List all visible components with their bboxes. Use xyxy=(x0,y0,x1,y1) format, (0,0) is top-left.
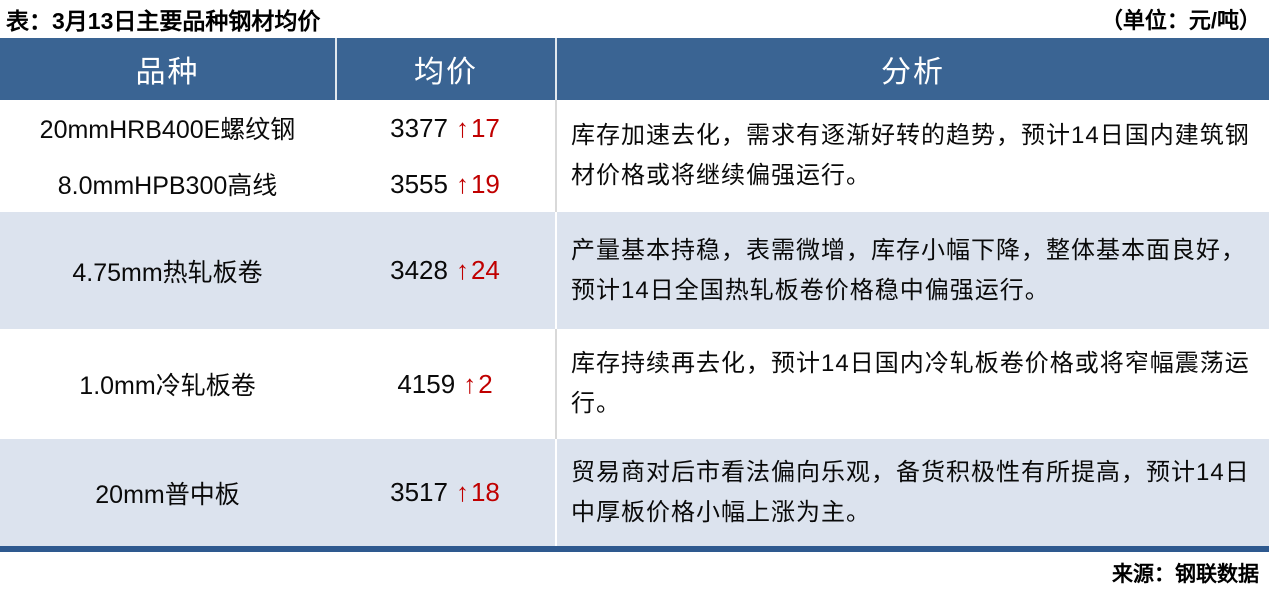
source-bar: 来源：钢联数据 xyxy=(0,552,1269,593)
price-cell: 3377 ↑ 17 3555 ↑ 19 xyxy=(335,100,555,212)
variety-name: 4.75mm热轧板卷 xyxy=(72,258,263,287)
table-bottom-border xyxy=(0,546,1269,552)
header-avg-price: 均价 xyxy=(335,38,555,100)
price-change-value: 2 xyxy=(478,368,493,399)
variety-name: 1.0mm冷轧板卷 xyxy=(79,372,256,400)
variety-name: 8.0mmHPB300高线 xyxy=(57,172,278,200)
price-cell: 4159 ↑ 2 xyxy=(335,329,555,439)
table-header-row: 品种 均价 分析 xyxy=(0,38,1269,100)
up-arrow-icon: ↑ xyxy=(455,255,469,285)
header-analysis: 分析 xyxy=(555,38,1269,100)
analysis-cell: 库存加速去化，需求有逐渐好转的趋势，预计14日国内建筑钢材价格或将继续偏强运行。 xyxy=(555,100,1269,212)
avg-price-value: 3517 xyxy=(390,477,448,507)
price-cell: 3517 ↑ 18 xyxy=(335,439,555,546)
unit-note: （单位：元/吨） xyxy=(1100,8,1261,33)
up-arrow-icon: ↑ xyxy=(455,168,469,199)
table-row-hot-rolled-coil: 4.75mm热轧板卷 3428 ↑ 24 产量基本持稳，表需微增，库存小幅下降，整体… xyxy=(0,212,1269,329)
avg-price-value: 4159 xyxy=(397,368,456,399)
variety-cell: 20mmHRB400E螺纹钢 8.0mmHPB300高线 xyxy=(0,100,335,212)
price-change-value: 19 xyxy=(470,168,500,199)
table-row-group-rebar-wirerod: 20mmHRB400E螺纹钢 8.0mmHPB300高线 3377 ↑ 17 355… xyxy=(0,100,1269,212)
analysis-cell: 产量基本持稳，表需微增，库存小幅下降，整体基本面良好，预计14日全国热轧板卷价格… xyxy=(555,212,1269,329)
up-arrow-icon: ↑ xyxy=(463,368,477,399)
data-source-label: 来源：钢联数据 xyxy=(1112,562,1259,586)
avg-price-value: 3555 xyxy=(390,168,448,199)
price-change-value: 17 xyxy=(470,112,500,143)
up-arrow-icon: ↑ xyxy=(455,477,469,507)
variety-name: 20mm普中板 xyxy=(95,480,240,509)
analysis-cell: 库存持续再去化，预计14日国内冷轧板卷价格或将窄幅震荡运行。 xyxy=(555,329,1269,439)
analysis-cell: 贸易商对后市看法偏向乐观，备货积极性有所提高，预计14日中厚板价格小幅上涨为主。 xyxy=(555,439,1269,546)
table-title: 表：3月13日主要品种钢材均价 xyxy=(6,8,321,34)
price-change-value: 24 xyxy=(470,255,500,285)
caption-bar: 表：3月13日主要品种钢材均价 （单位：元/吨） xyxy=(0,0,1269,38)
up-arrow-icon: ↑ xyxy=(455,112,469,143)
table-row-cold-rolled-coil: 1.0mm冷轧板卷 4159 ↑ 2 库存持续再去化，预计14日国内冷轧板卷价格或将… xyxy=(0,329,1269,439)
avg-price-value: 3428 xyxy=(390,255,448,285)
variety-name: 20mmHRB400E螺纹钢 xyxy=(39,116,296,144)
header-variety: 品种 xyxy=(135,56,200,89)
avg-price-value: 3377 xyxy=(390,112,448,143)
price-cell: 3428 ↑ 24 xyxy=(335,212,555,329)
price-change-value: 18 xyxy=(470,477,500,507)
table-row-medium-plate: 20mm普中板 3517 ↑ 18 贸易商对后市看法偏向乐观，备货积极性有所提高，预… xyxy=(0,439,1269,546)
